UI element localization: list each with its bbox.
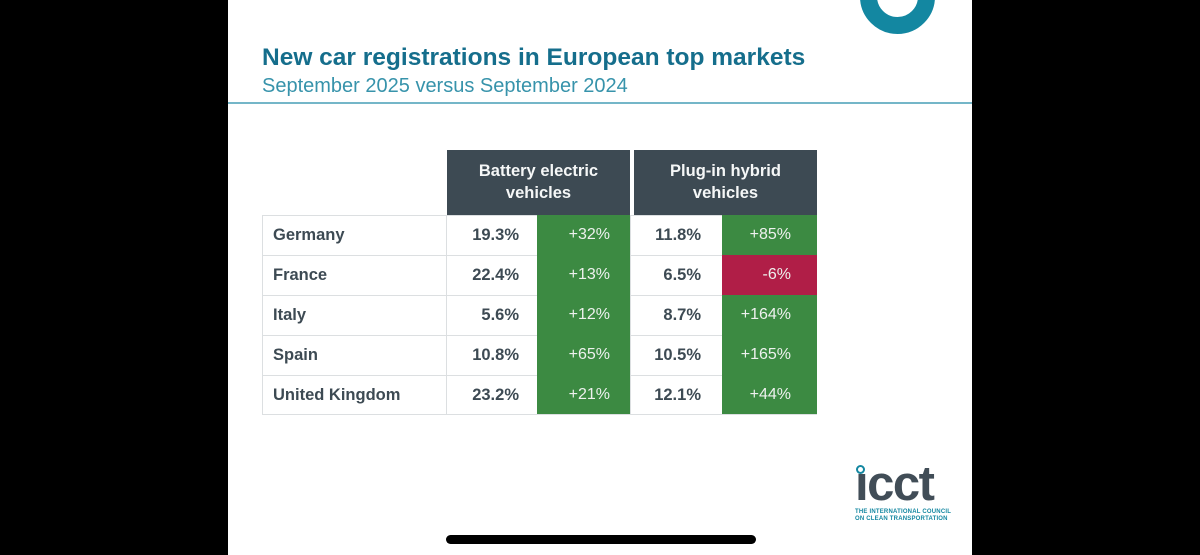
phev-change-cell: +164% xyxy=(722,295,817,335)
country-cell: Italy xyxy=(262,295,447,335)
phev-share-cell: 11.8% xyxy=(634,215,722,255)
bev-change-cell: +21% xyxy=(537,375,630,415)
bev-share-cell: 19.3% xyxy=(447,215,537,255)
icct-tagline-line2: ON CLEAN TRANSPORTATION xyxy=(855,516,948,522)
country-cell: Germany xyxy=(262,215,447,255)
phev-change-cell: +44% xyxy=(722,375,817,415)
title-divider xyxy=(228,102,972,104)
icct-logo-tagline: THE INTERNATIONAL COUNCIL ON CLEAN TRANS… xyxy=(855,509,951,523)
column-gap xyxy=(630,295,634,335)
phev-change-cell: +85% xyxy=(722,215,817,255)
home-indicator[interactable] xyxy=(446,535,756,544)
phev-share-cell: 6.5% xyxy=(634,255,722,295)
infographic-panel: New car registrations in European top ma… xyxy=(228,0,972,555)
header-gap xyxy=(630,150,634,215)
column-gap xyxy=(630,255,634,295)
country-cell: France xyxy=(262,255,447,295)
bev-change-cell: +13% xyxy=(537,255,630,295)
bev-change-cell: +12% xyxy=(537,295,630,335)
phev-share-cell: 12.1% xyxy=(634,375,722,415)
bev-share-cell: 5.6% xyxy=(447,295,537,335)
icct-logo-ring-icon xyxy=(856,465,865,474)
phev-change-cell: +165% xyxy=(722,335,817,375)
icct-tagline-line1: THE INTERNATIONAL COUNCIL xyxy=(855,509,952,515)
column-gap xyxy=(630,215,634,255)
bev-share-cell: 10.8% xyxy=(447,335,537,375)
column-header-bev: Battery electric vehicles xyxy=(447,150,630,215)
decorative-ring-icon xyxy=(860,0,935,34)
header-corner-spacer xyxy=(262,150,447,215)
icct-logo: ıcct THE INTERNATIONAL COUNCIL ON CLEAN … xyxy=(855,457,951,523)
bev-share-cell: 23.2% xyxy=(447,375,537,415)
country-cell: Spain xyxy=(262,335,447,375)
column-header-phev: Plug-in hybrid vehicles xyxy=(634,150,817,215)
bev-change-cell: +32% xyxy=(537,215,630,255)
icct-logo-text: ıcct xyxy=(855,457,935,511)
phev-share-cell: 10.5% xyxy=(634,335,722,375)
bev-share-cell: 22.4% xyxy=(447,255,537,295)
data-table: Battery electric vehicles Plug-in hybrid… xyxy=(262,150,817,415)
bev-change-cell: +65% xyxy=(537,335,630,375)
page-subtitle: September 2025 versus September 2024 xyxy=(262,75,628,97)
column-gap xyxy=(630,335,634,375)
page-title: New car registrations in European top ma… xyxy=(262,44,806,71)
phev-change-cell: -6% xyxy=(722,255,817,295)
column-gap xyxy=(630,375,634,415)
phev-share-cell: 8.7% xyxy=(634,295,722,335)
country-cell: United Kingdom xyxy=(262,375,447,415)
